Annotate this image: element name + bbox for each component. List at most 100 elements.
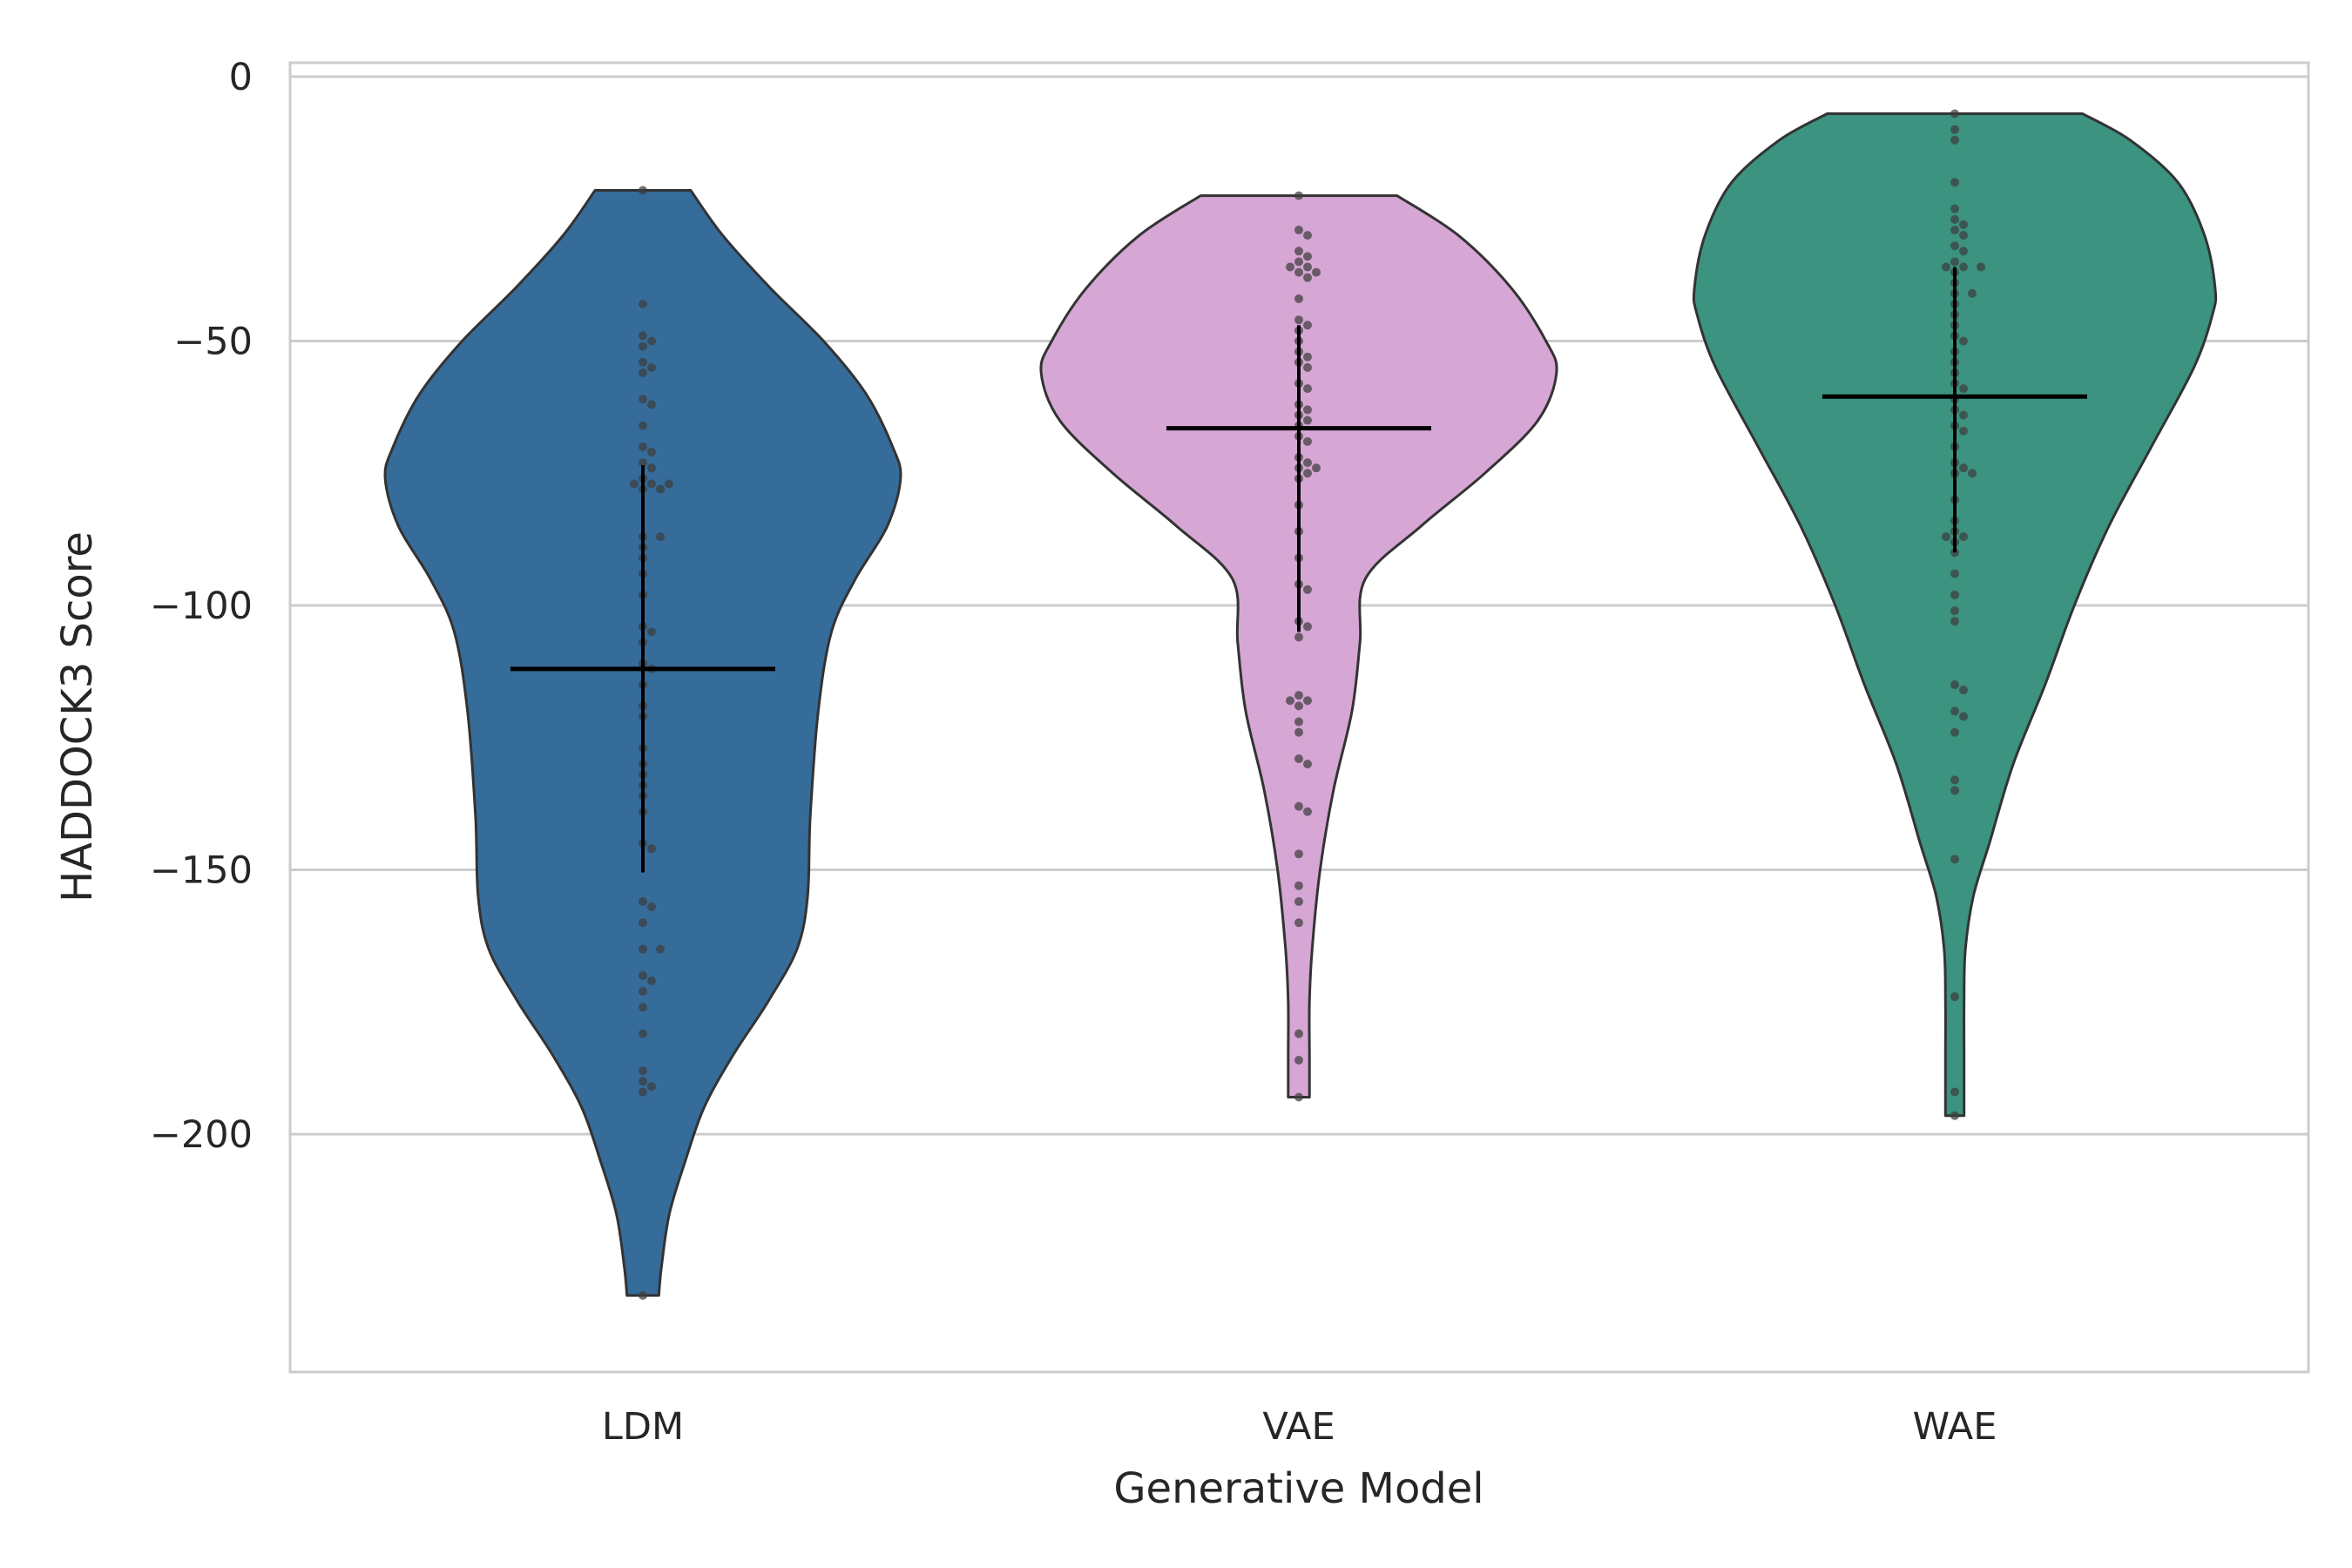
data-point bbox=[647, 336, 656, 346]
data-point bbox=[1294, 1056, 1303, 1065]
data-point bbox=[1303, 807, 1312, 816]
data-point bbox=[1303, 273, 1312, 282]
data-point bbox=[1950, 1087, 1959, 1097]
data-point bbox=[1950, 178, 1959, 187]
data-point bbox=[1950, 727, 1959, 737]
data-point bbox=[1294, 267, 1303, 277]
data-point bbox=[1950, 569, 1959, 578]
data-point bbox=[639, 1066, 647, 1076]
data-point bbox=[1950, 135, 1959, 145]
data-point bbox=[1959, 262, 1968, 272]
y-tick-label: −100 bbox=[150, 585, 253, 628]
data-point bbox=[1950, 241, 1959, 251]
data-point bbox=[1294, 701, 1303, 711]
data-point bbox=[1294, 691, 1303, 700]
data-point bbox=[639, 896, 647, 906]
data-point bbox=[656, 944, 665, 954]
data-point bbox=[1950, 125, 1959, 134]
data-point bbox=[1950, 204, 1959, 213]
y-tick-label: −150 bbox=[150, 849, 253, 893]
data-point bbox=[1950, 786, 1959, 795]
data-point bbox=[1950, 775, 1959, 785]
data-point bbox=[639, 1003, 647, 1012]
x-tick-labels: LDM VAE WAE bbox=[602, 1405, 1997, 1449]
data-point bbox=[1950, 617, 1959, 626]
data-point bbox=[1286, 262, 1294, 272]
y-tick-label: 0 bbox=[229, 56, 253, 99]
swarm-points-ldm bbox=[630, 186, 673, 1301]
data-point bbox=[639, 1077, 647, 1086]
data-point bbox=[656, 532, 665, 542]
data-point bbox=[639, 368, 647, 377]
data-point bbox=[639, 341, 647, 351]
x-tick-label: VAE bbox=[1262, 1405, 1335, 1449]
data-point bbox=[1303, 622, 1312, 632]
data-point bbox=[639, 944, 647, 954]
data-point bbox=[647, 902, 656, 911]
data-point bbox=[1303, 405, 1312, 415]
data-point bbox=[639, 395, 647, 404]
y-axis-label: HADDOCK3 Score bbox=[53, 531, 102, 902]
data-point bbox=[1959, 712, 1968, 721]
data-point bbox=[1312, 463, 1321, 473]
data-point bbox=[1294, 717, 1303, 727]
data-point bbox=[639, 1291, 647, 1301]
data-point bbox=[1950, 992, 1959, 1002]
data-point bbox=[1950, 606, 1959, 616]
data-point bbox=[1303, 458, 1312, 468]
data-point bbox=[1950, 226, 1959, 235]
data-point bbox=[1294, 1029, 1303, 1038]
data-point bbox=[656, 484, 665, 494]
x-tick-label: WAE bbox=[1913, 1405, 1997, 1449]
data-point bbox=[1294, 881, 1303, 890]
data-point bbox=[639, 300, 647, 309]
data-point bbox=[1959, 532, 1968, 542]
data-point bbox=[1303, 352, 1312, 362]
x-axis-label: Generative Model bbox=[1113, 1464, 1484, 1513]
data-point bbox=[630, 479, 639, 489]
violin-body-vae bbox=[1039, 194, 1558, 1098]
data-point bbox=[1959, 384, 1968, 394]
data-point bbox=[1303, 384, 1312, 394]
data-point bbox=[647, 463, 656, 473]
data-point bbox=[1303, 362, 1312, 372]
data-point bbox=[639, 458, 647, 468]
data-point bbox=[1294, 801, 1303, 811]
data-point bbox=[1294, 632, 1303, 642]
data-point bbox=[647, 447, 656, 456]
data-point bbox=[1950, 109, 1959, 118]
data-point bbox=[1294, 315, 1303, 325]
data-point bbox=[1950, 855, 1959, 864]
data-point bbox=[1959, 426, 1968, 436]
data-point bbox=[647, 362, 656, 372]
data-point bbox=[639, 987, 647, 997]
data-point bbox=[1950, 257, 1959, 267]
data-point bbox=[1977, 262, 1985, 272]
data-point bbox=[647, 627, 656, 637]
data-point bbox=[1968, 288, 1977, 298]
data-point bbox=[1303, 585, 1312, 594]
data-point bbox=[1942, 262, 1950, 272]
data-point bbox=[1950, 1111, 1959, 1120]
data-point bbox=[1950, 680, 1959, 690]
data-point bbox=[1942, 532, 1950, 542]
y-tick-labels: 0 −50 −100 −150 −200 bbox=[150, 56, 253, 1157]
data-point bbox=[639, 357, 647, 367]
data-point bbox=[1303, 436, 1312, 446]
data-point bbox=[1294, 754, 1303, 764]
data-point bbox=[1294, 896, 1303, 906]
data-point bbox=[1294, 257, 1303, 267]
data-point bbox=[1950, 590, 1959, 599]
data-point bbox=[1950, 706, 1959, 716]
data-point bbox=[1294, 727, 1303, 737]
data-point bbox=[639, 1029, 647, 1038]
data-point bbox=[1294, 918, 1303, 928]
data-point bbox=[639, 442, 647, 451]
data-point bbox=[639, 421, 647, 430]
data-point bbox=[639, 331, 647, 341]
data-point bbox=[1294, 191, 1303, 200]
data-point bbox=[1303, 696, 1312, 706]
y-tick-label: −200 bbox=[150, 1113, 253, 1157]
data-point bbox=[1286, 696, 1294, 706]
